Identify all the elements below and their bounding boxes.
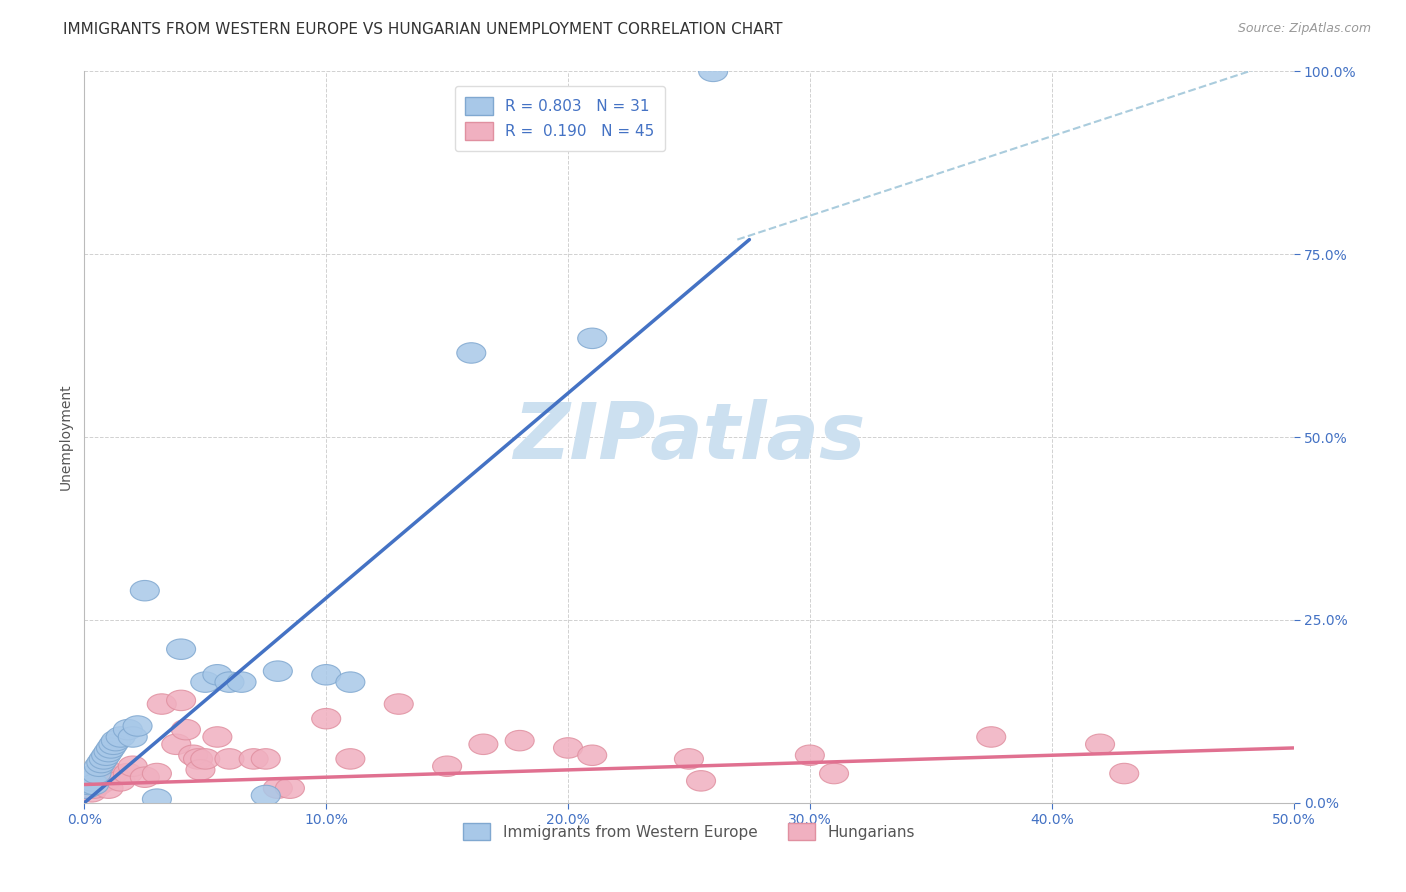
Ellipse shape (89, 764, 118, 784)
Ellipse shape (312, 708, 340, 729)
Ellipse shape (118, 756, 148, 776)
Ellipse shape (202, 727, 232, 747)
Ellipse shape (142, 764, 172, 784)
Ellipse shape (124, 715, 152, 736)
Ellipse shape (263, 778, 292, 798)
Ellipse shape (336, 748, 366, 769)
Ellipse shape (98, 764, 128, 784)
Ellipse shape (191, 672, 219, 692)
Ellipse shape (94, 741, 124, 762)
Ellipse shape (80, 778, 108, 798)
Ellipse shape (75, 774, 104, 795)
Ellipse shape (468, 734, 498, 755)
Text: ZIPatlas: ZIPatlas (513, 399, 865, 475)
Ellipse shape (87, 752, 115, 772)
Ellipse shape (77, 771, 105, 791)
Ellipse shape (172, 720, 201, 739)
Ellipse shape (97, 738, 125, 758)
Ellipse shape (166, 639, 195, 659)
Ellipse shape (820, 764, 849, 784)
Ellipse shape (202, 665, 232, 685)
Ellipse shape (457, 343, 486, 363)
Ellipse shape (105, 727, 135, 747)
Ellipse shape (82, 771, 111, 791)
Ellipse shape (105, 771, 135, 791)
Ellipse shape (312, 665, 340, 685)
Ellipse shape (578, 328, 607, 349)
Ellipse shape (131, 767, 159, 788)
Ellipse shape (101, 731, 131, 751)
Ellipse shape (114, 764, 142, 784)
Ellipse shape (1109, 764, 1139, 784)
Y-axis label: Unemployment: Unemployment (59, 384, 73, 491)
Legend: Immigrants from Western Europe, Hungarians: Immigrants from Western Europe, Hungaria… (457, 816, 921, 847)
Ellipse shape (505, 731, 534, 751)
Ellipse shape (1085, 734, 1115, 755)
Ellipse shape (554, 738, 582, 758)
Ellipse shape (578, 745, 607, 765)
Ellipse shape (433, 756, 461, 776)
Ellipse shape (162, 734, 191, 755)
Ellipse shape (191, 748, 219, 769)
Ellipse shape (263, 661, 292, 681)
Ellipse shape (215, 672, 245, 692)
Ellipse shape (796, 745, 824, 765)
Ellipse shape (252, 785, 280, 805)
Ellipse shape (87, 767, 115, 788)
Ellipse shape (84, 756, 114, 776)
Ellipse shape (91, 745, 121, 765)
Ellipse shape (179, 745, 208, 765)
Ellipse shape (80, 774, 108, 795)
Ellipse shape (166, 690, 195, 711)
Ellipse shape (276, 778, 305, 798)
Ellipse shape (82, 764, 111, 784)
Ellipse shape (84, 774, 114, 795)
Ellipse shape (148, 694, 176, 714)
Text: IMMIGRANTS FROM WESTERN EUROPE VS HUNGARIAN UNEMPLOYMENT CORRELATION CHART: IMMIGRANTS FROM WESTERN EUROPE VS HUNGAR… (63, 22, 783, 37)
Ellipse shape (186, 760, 215, 780)
Ellipse shape (215, 748, 245, 769)
Ellipse shape (252, 748, 280, 769)
Ellipse shape (94, 778, 124, 798)
Ellipse shape (686, 771, 716, 791)
Ellipse shape (184, 748, 212, 769)
Ellipse shape (142, 789, 172, 809)
Ellipse shape (72, 778, 101, 798)
Ellipse shape (336, 672, 366, 692)
Ellipse shape (118, 727, 148, 747)
Ellipse shape (89, 748, 118, 769)
Ellipse shape (91, 771, 121, 791)
Ellipse shape (675, 748, 703, 769)
Ellipse shape (384, 694, 413, 714)
Ellipse shape (98, 734, 128, 755)
Text: Source: ZipAtlas.com: Source: ZipAtlas.com (1237, 22, 1371, 36)
Ellipse shape (699, 62, 728, 81)
Ellipse shape (226, 672, 256, 692)
Ellipse shape (77, 781, 105, 802)
Ellipse shape (75, 774, 104, 795)
Ellipse shape (977, 727, 1005, 747)
Ellipse shape (131, 581, 159, 601)
Ellipse shape (114, 720, 142, 739)
Ellipse shape (72, 778, 101, 798)
Ellipse shape (239, 748, 269, 769)
